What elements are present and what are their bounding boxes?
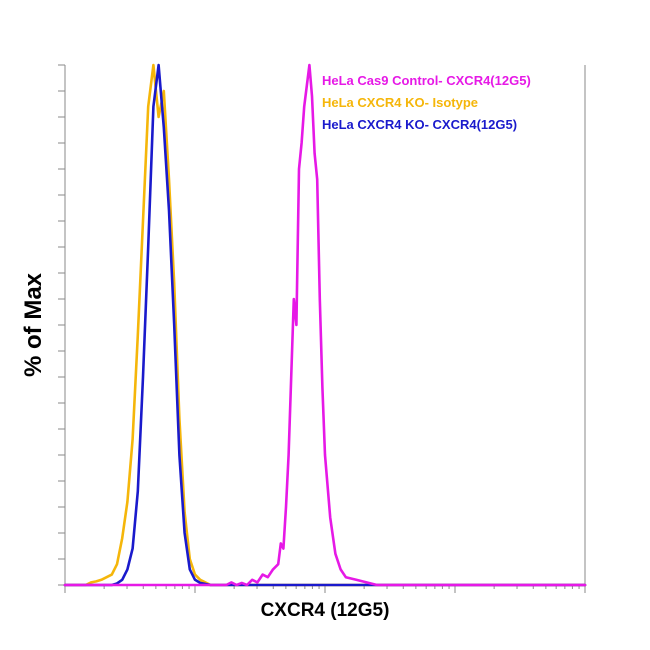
y-axis-ticks xyxy=(58,64,65,586)
series-line xyxy=(63,63,587,587)
x-axis-ticks xyxy=(64,585,586,593)
legend-entry: HeLa Cas9 Control- CXCR4(12G5) xyxy=(322,73,531,88)
legend-entry: HeLa CXCR4 KO- Isotype xyxy=(322,95,478,110)
legend: HeLa Cas9 Control- CXCR4(12G5) HeLa CXCR4… xyxy=(322,73,531,132)
plot-frame xyxy=(64,65,586,586)
x-axis-label: CXCR4 (12G5) xyxy=(261,600,390,621)
series-layer xyxy=(63,63,587,587)
y-axis-label: % of Max xyxy=(20,272,47,377)
series-line xyxy=(63,63,587,587)
legend-entry: HeLa CXCR4 KO- CXCR4(12G5) xyxy=(322,117,517,132)
series-line xyxy=(63,63,587,587)
